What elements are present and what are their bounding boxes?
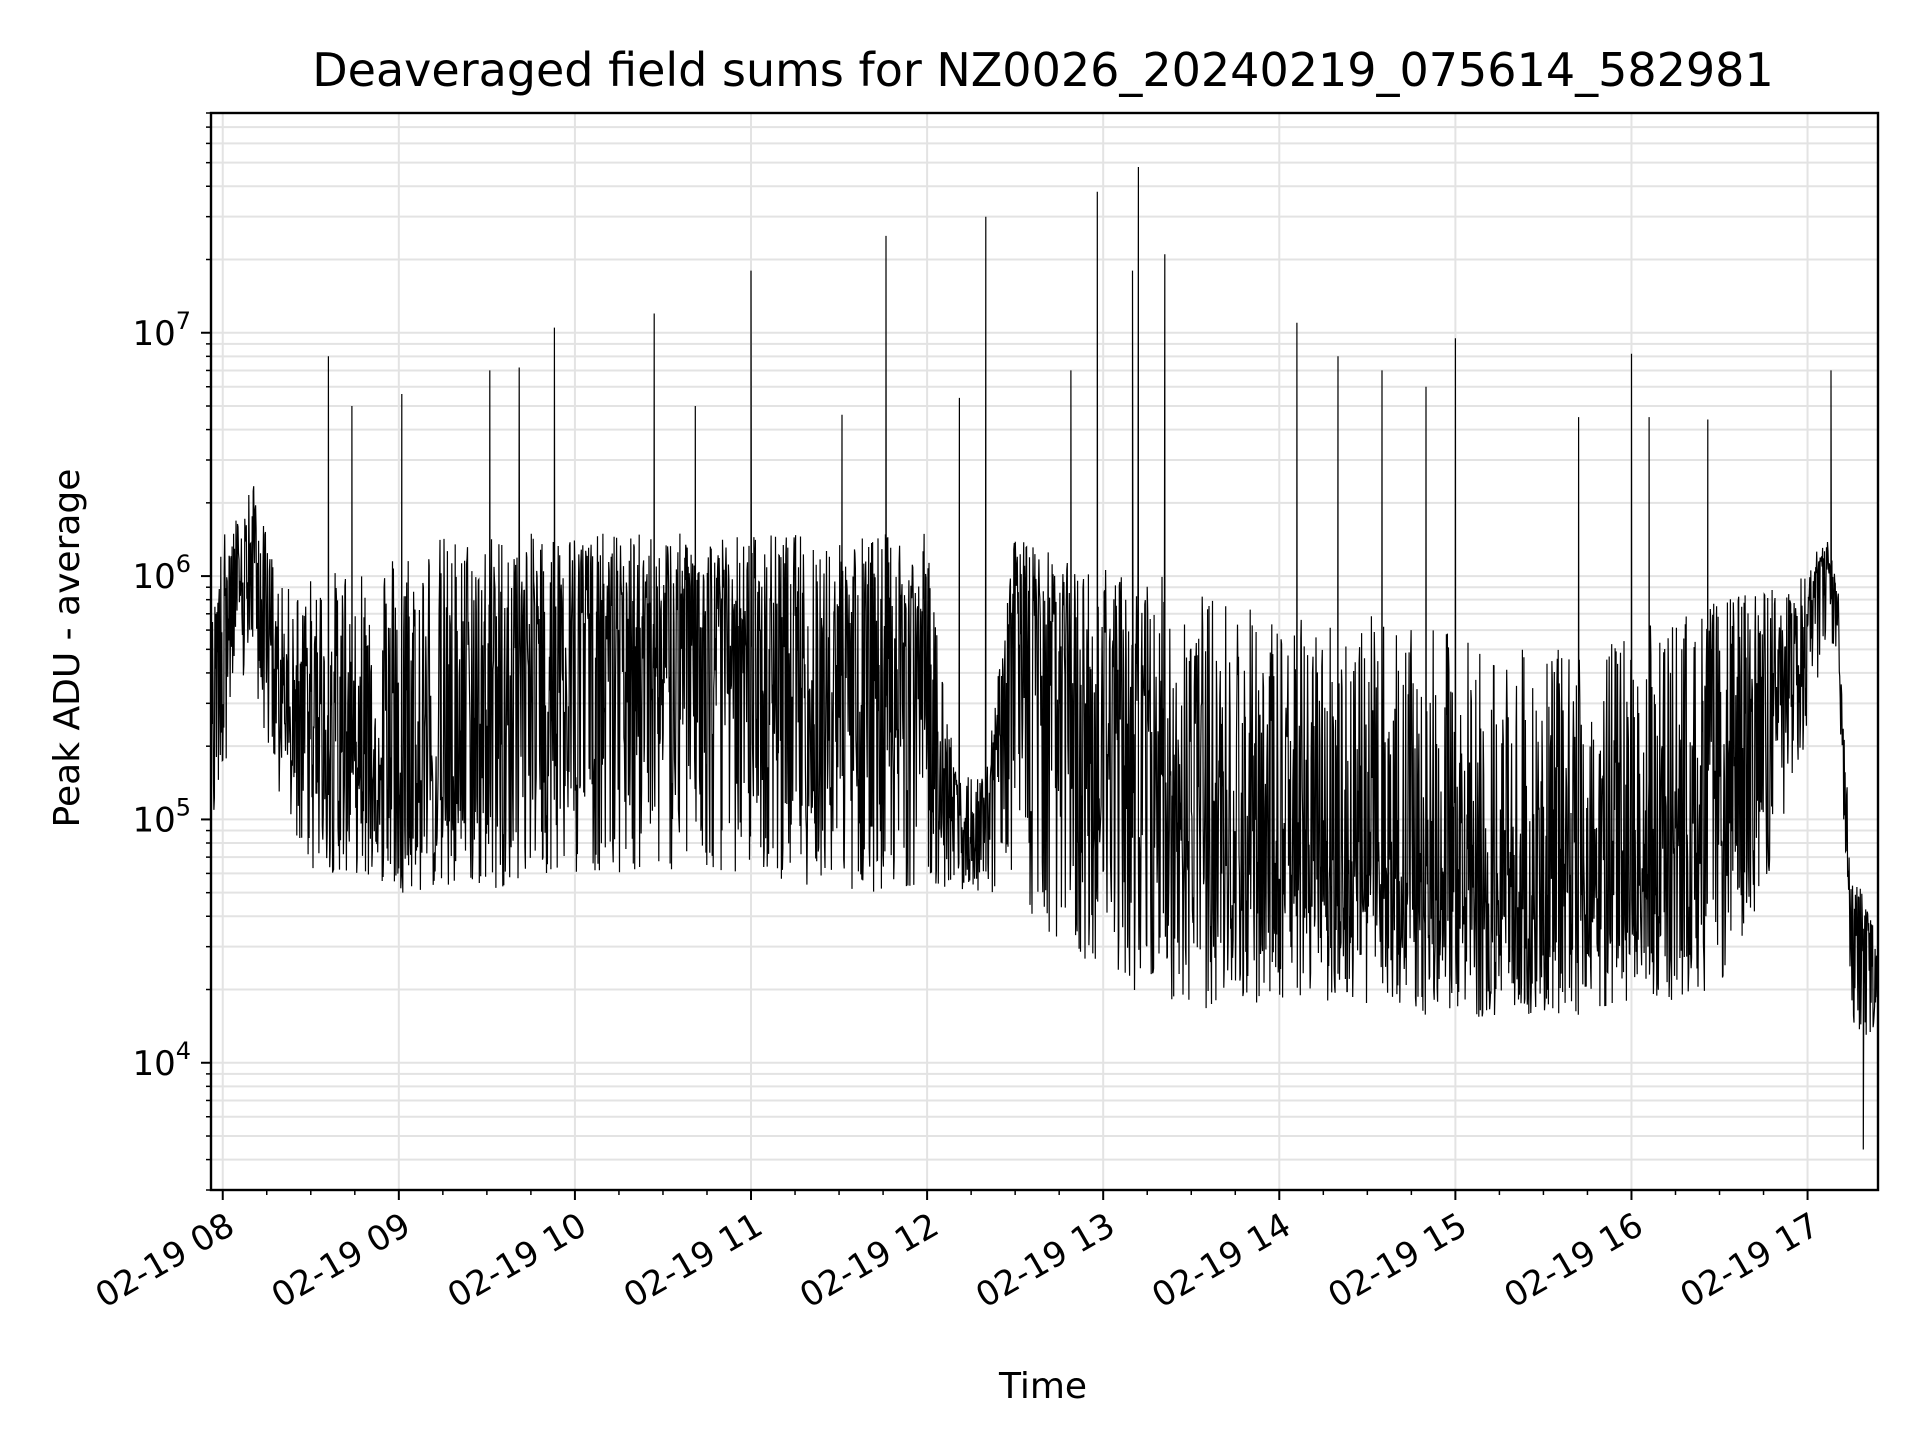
series-line [210, 166, 1879, 1150]
axes-frame [209, 111, 1880, 1192]
y-tick-base: 10 [132, 314, 175, 354]
y-tick-label: 105 [132, 793, 191, 840]
y-tick-label: 106 [132, 550, 191, 597]
y-tick-label: 107 [132, 307, 191, 354]
x-axis-label: Time [998, 1366, 1087, 1407]
y-tick-exponent: 7 [176, 307, 191, 335]
y-axis-label: Peak ADU - average [47, 469, 88, 828]
y-tick-base: 10 [132, 1044, 175, 1084]
chart-title: Deaveraged field sums for NZ0026_2024021… [312, 43, 1773, 97]
y-tick-exponent: 4 [176, 1037, 191, 1065]
plot-area [210, 166, 1879, 1150]
y-tick-base: 10 [132, 800, 175, 840]
y-tick-exponent: 6 [176, 550, 191, 578]
y-tick-base: 10 [132, 557, 175, 597]
y-tick-label: 104 [132, 1037, 191, 1084]
y-tick-exponent: 5 [176, 793, 191, 821]
